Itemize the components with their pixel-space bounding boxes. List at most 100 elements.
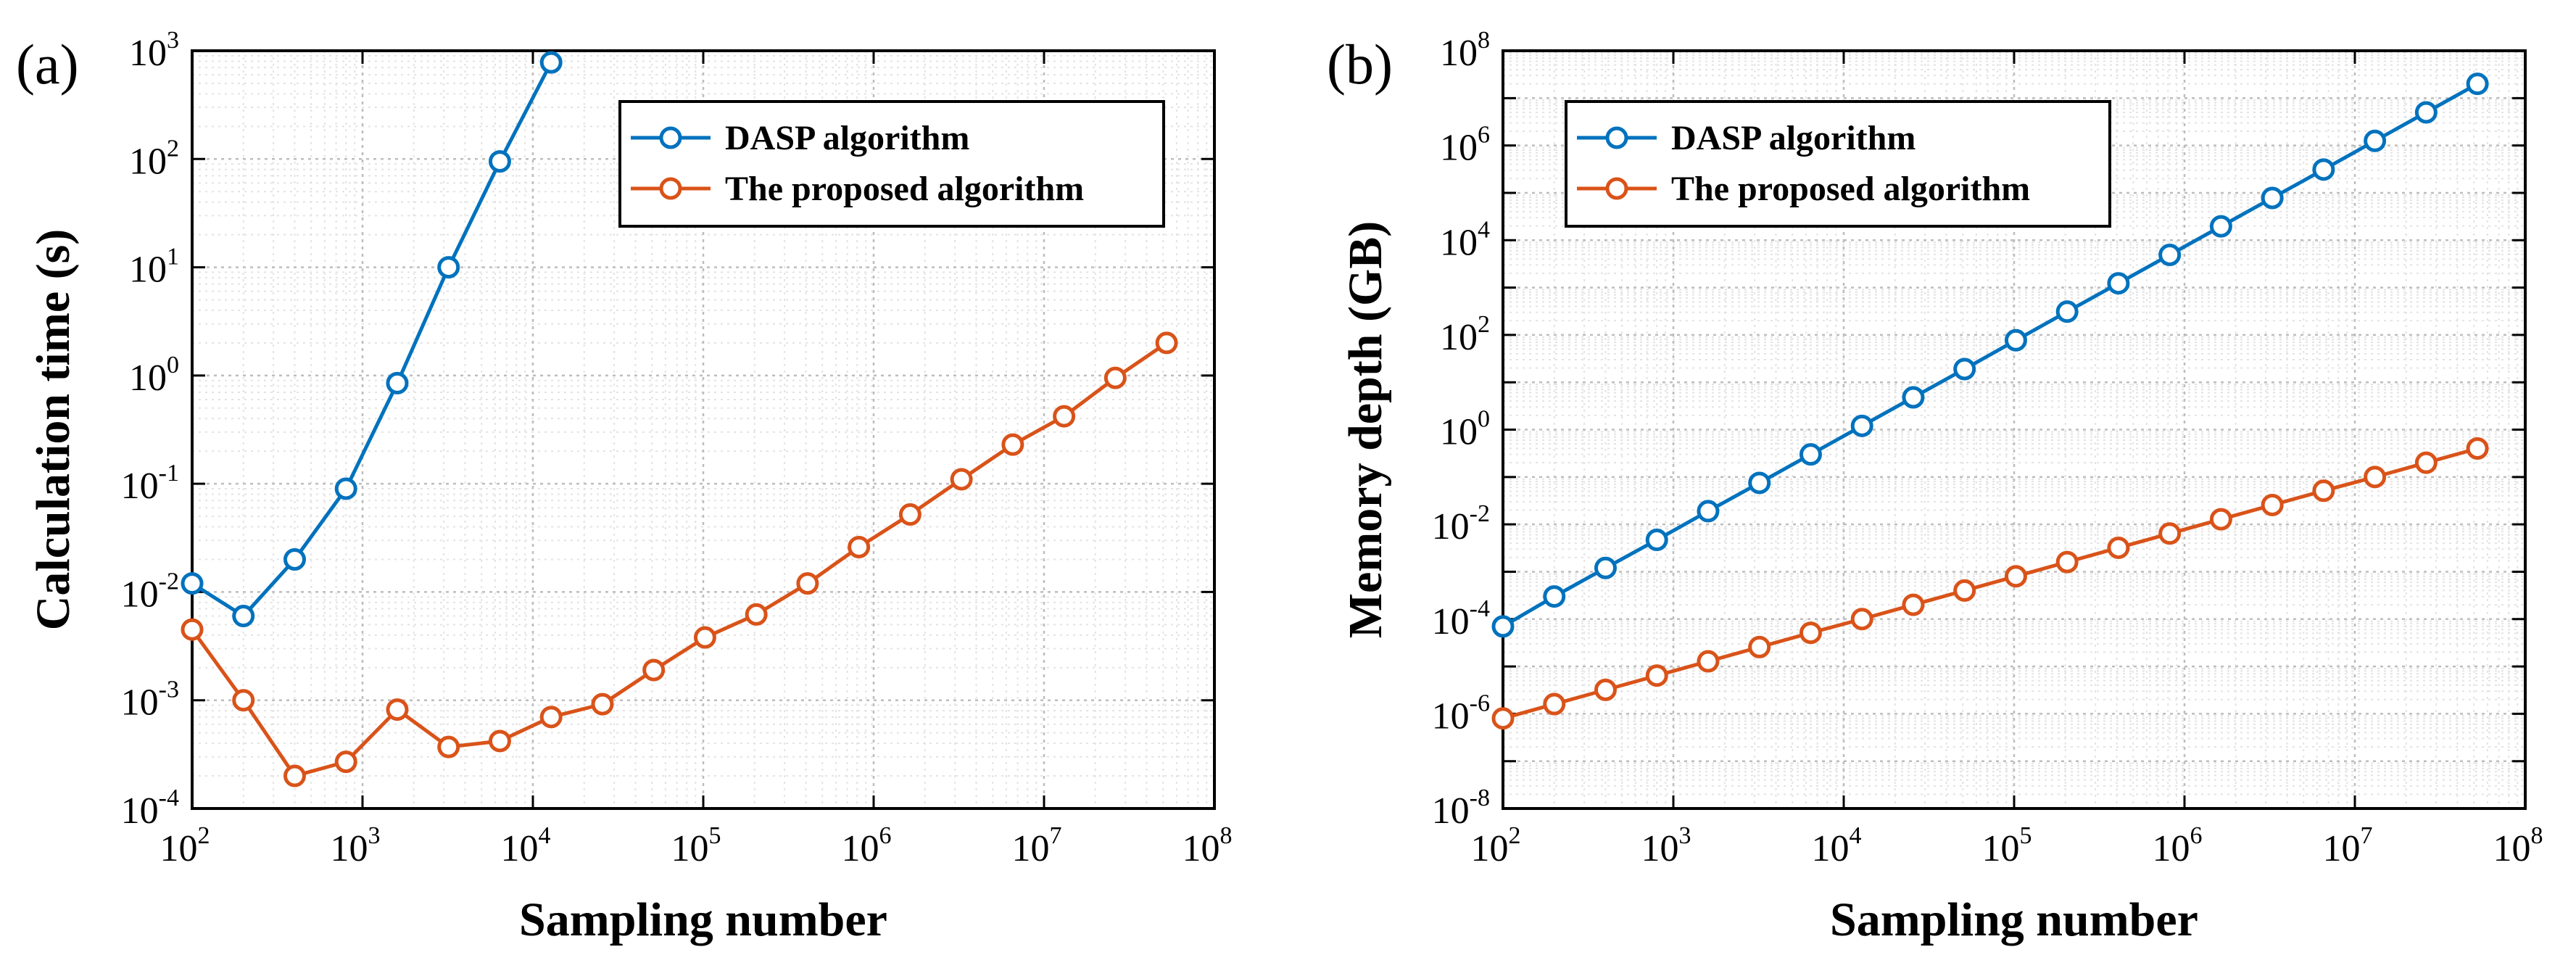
data-point <box>539 51 563 74</box>
data-point <box>1748 635 1771 658</box>
x-tick-label: 107 <box>1012 822 1062 869</box>
data-point <box>1594 556 1617 579</box>
data-point <box>2364 466 2387 489</box>
data-point <box>334 477 357 500</box>
legend-marker <box>1605 177 1628 200</box>
data-point <box>283 764 306 787</box>
data-point <box>437 256 460 279</box>
x-tick-label: 106 <box>842 822 892 869</box>
data-point <box>2414 101 2438 124</box>
data-point <box>1053 405 1076 428</box>
data-point <box>2004 565 2027 588</box>
data-point <box>2158 522 2182 545</box>
panel-label: (b) <box>1327 33 1393 96</box>
x-tick-label: 104 <box>1812 822 1862 869</box>
legend-entry: The proposed algorithm <box>725 170 1084 208</box>
data-point <box>283 547 306 571</box>
data-point <box>1953 579 1976 602</box>
x-tick-label: 108 <box>1183 822 1233 869</box>
data-point <box>2466 437 2489 460</box>
legend-marker <box>659 177 682 200</box>
data-point <box>2364 129 2387 152</box>
legend-box <box>618 100 1165 228</box>
y-tick-label: 101 <box>129 244 179 291</box>
data-point <box>181 618 204 641</box>
x-tick-label: 103 <box>1641 822 1691 869</box>
y-tick-label: 100 <box>1440 406 1490 453</box>
data-point <box>488 729 511 753</box>
data-point <box>848 535 871 558</box>
y-tick-label: 10-4 <box>1432 595 1490 642</box>
tick-marks <box>191 49 1216 810</box>
y-tick-label: 10-2 <box>121 568 179 615</box>
x-tick-label: 107 <box>2323 822 2373 869</box>
data-point <box>1953 357 1976 381</box>
data-point <box>2261 186 2284 210</box>
y-tick-label: 100 <box>129 352 179 399</box>
data-point <box>2004 328 2027 352</box>
y-tick-label: 103 <box>129 27 179 74</box>
data-point <box>642 658 666 682</box>
legend-marker <box>659 126 682 149</box>
panel-label: (a) <box>16 33 79 96</box>
y-axis-title: Calculation time (s) <box>27 229 80 631</box>
legend-box <box>1565 100 2111 228</box>
legend: DASP algorithm The proposed algorithm <box>1565 100 2111 228</box>
data-point <box>2312 158 2335 181</box>
data-point <box>950 468 973 491</box>
x-tick-label: 108 <box>2493 822 2543 869</box>
y-tick-label: 108 <box>1440 27 1490 74</box>
data-point <box>1902 593 1925 616</box>
data-point <box>1594 678 1617 701</box>
x-tick-label: 106 <box>2153 822 2203 869</box>
data-point <box>2107 536 2130 559</box>
data-point <box>1103 366 1127 389</box>
data-point <box>745 603 768 626</box>
y-tick-label: 10-8 <box>1432 785 1490 832</box>
y-tick-label: 10-4 <box>121 785 179 832</box>
data-point <box>2107 272 2130 295</box>
data-point <box>796 572 819 595</box>
series-dasp <box>1491 73 2489 638</box>
data-point <box>1155 331 1178 355</box>
data-point <box>232 689 255 712</box>
data-point <box>1543 585 1566 608</box>
data-point <box>1799 621 1822 645</box>
y-tick-label: 10-2 <box>1432 500 1490 547</box>
y-tick-label: 10-6 <box>1432 690 1490 737</box>
data-point <box>539 706 563 729</box>
y-tick-label: 102 <box>1440 311 1490 358</box>
data-point <box>334 750 357 774</box>
series-proposed <box>1491 437 2489 730</box>
data-point <box>2466 73 2489 96</box>
data-point <box>2209 508 2232 531</box>
data-point <box>2158 243 2182 266</box>
data-point <box>437 735 460 758</box>
data-point <box>386 698 409 721</box>
data-point <box>1748 471 1771 495</box>
y-tick-label: 102 <box>129 135 179 182</box>
tick-marks <box>1502 49 2527 810</box>
x-tick-label: 102 <box>160 822 210 869</box>
data-point <box>1645 664 1668 687</box>
data-point <box>1697 650 1720 673</box>
data-point <box>2414 451 2438 474</box>
data-point <box>1543 692 1566 716</box>
legend-entry: DASP algorithm <box>1671 119 1916 157</box>
series-line <box>191 61 553 619</box>
data-point <box>488 150 511 173</box>
y-tick-label: 104 <box>1440 216 1490 263</box>
data-point <box>2209 215 2232 238</box>
y-tick-label: 10-3 <box>121 677 179 724</box>
legend-entry: The proposed algorithm <box>1671 170 2030 208</box>
data-point <box>232 605 255 628</box>
data-point <box>1850 414 1873 437</box>
x-axis-title: Sampling number <box>1830 893 2198 946</box>
data-point <box>1645 529 1668 552</box>
series-dasp <box>181 51 563 628</box>
data-point <box>1001 433 1024 456</box>
x-tick-label: 105 <box>671 822 721 869</box>
x-tick-label: 102 <box>1471 822 1521 869</box>
data-point <box>1697 500 1720 523</box>
